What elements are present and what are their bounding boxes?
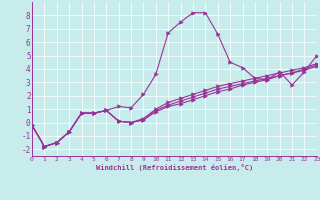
X-axis label: Windchill (Refroidissement éolien,°C): Windchill (Refroidissement éolien,°C) [96, 164, 253, 171]
